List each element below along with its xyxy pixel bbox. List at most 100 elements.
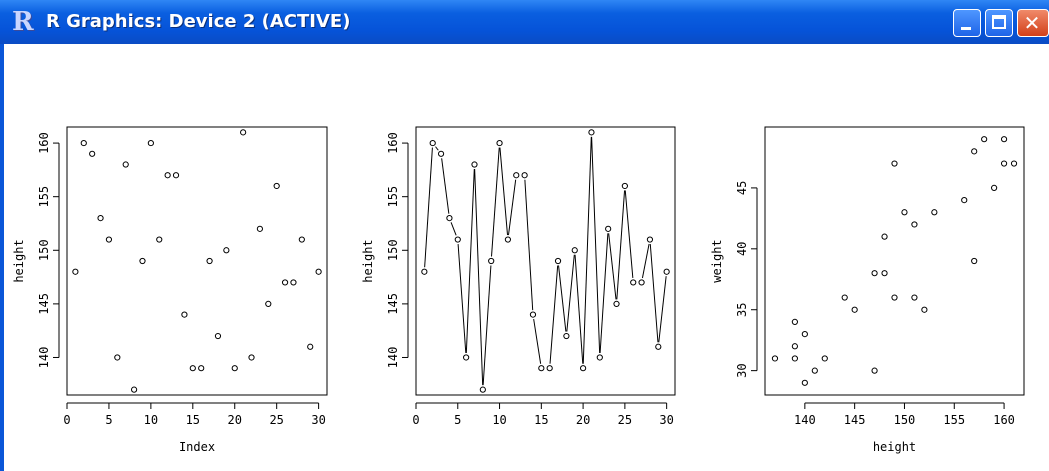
data-point	[97, 215, 104, 222]
data-point	[621, 182, 628, 190]
data-point	[513, 172, 520, 179]
data-point	[231, 365, 238, 372]
maximize-icon	[992, 15, 1006, 29]
data-point	[479, 386, 486, 393]
data-point	[596, 354, 603, 361]
data-point	[89, 150, 96, 157]
data-point	[1000, 136, 1008, 143]
y-tick-label: 150	[386, 239, 400, 261]
data-point	[429, 139, 436, 147]
y-tick-label: 30	[735, 363, 749, 377]
series-line-segment	[641, 243, 650, 279]
data-point	[105, 236, 113, 243]
x-tick-label: 30	[311, 413, 325, 427]
data-point	[961, 196, 968, 204]
x-tick-label: 15	[186, 413, 200, 427]
data-point	[496, 139, 503, 147]
title-bar[interactable]: R R Graphics: Device 2 (ACTIVE) ✕	[0, 0, 1049, 44]
plot-panel-1: 0 5 10 15 20 25 30 140 145 150 155 160 Index height	[12, 126, 328, 454]
data-point	[122, 161, 129, 168]
plot-panel-2: 0 5 10 15 20 25 30 140 145 150 155 160 height	[361, 126, 676, 427]
data-point	[891, 160, 898, 167]
data-point	[181, 311, 188, 318]
plot-frame	[415, 126, 676, 396]
data-point	[290, 279, 297, 286]
y-tick-label: 140	[386, 347, 400, 369]
data-point	[791, 318, 798, 326]
data-point	[871, 367, 878, 374]
r-logo-icon: R	[12, 7, 34, 37]
x-tick-label: 5	[454, 413, 461, 427]
y-axis-title: weight	[710, 239, 724, 282]
series-line-segment	[608, 233, 617, 300]
data-point	[811, 367, 818, 374]
maximize-button[interactable]	[985, 9, 1013, 37]
data-point	[265, 300, 272, 307]
data-point	[605, 225, 612, 232]
data-point	[801, 330, 808, 338]
data-point	[72, 268, 79, 275]
data-point	[851, 306, 858, 313]
data-point	[841, 294, 848, 301]
data-point	[147, 139, 154, 147]
data-point	[931, 209, 938, 216]
data-point	[791, 355, 798, 362]
y-tick-label: 35	[735, 303, 749, 317]
x-tick-label: 15	[534, 413, 548, 427]
plot-frame	[764, 126, 1025, 396]
series-line-segment	[424, 147, 433, 268]
x-tick-label: 25	[269, 413, 283, 427]
series-line-segment	[624, 190, 634, 278]
series-line-segment	[582, 136, 592, 364]
x-tick-label: 140	[794, 413, 816, 427]
window-title: R Graphics: Device 2 (ACTIVE)	[46, 11, 351, 32]
y-tick-label: 40	[735, 242, 749, 256]
window-border	[0, 44, 4, 471]
series-line-segment	[524, 179, 534, 311]
series-line-segment	[566, 254, 575, 332]
series-line-segment	[491, 147, 500, 257]
data-point	[315, 268, 322, 275]
data-point	[655, 343, 662, 350]
y-tick-label: 145	[386, 293, 400, 315]
data-point	[164, 172, 171, 179]
series-line-segment	[482, 265, 492, 386]
data-point	[771, 355, 779, 362]
x-tick-label: 20	[228, 413, 242, 427]
data-point	[901, 209, 908, 216]
x-tick-label: 10	[492, 413, 506, 427]
data-point	[579, 365, 587, 372]
data-point	[646, 236, 654, 243]
data-point	[521, 172, 528, 179]
close-button[interactable]: ✕	[1017, 9, 1049, 37]
series-line-segment	[450, 222, 457, 236]
data-point	[281, 279, 289, 286]
series-line-segment	[507, 179, 517, 236]
x-tick-label: 20	[576, 413, 590, 427]
series-line-segment	[574, 254, 584, 364]
data-point	[256, 225, 264, 232]
data-point	[198, 365, 205, 372]
data-point	[298, 236, 305, 243]
minimize-button[interactable]	[953, 9, 981, 37]
data-point	[156, 236, 163, 243]
data-point	[921, 306, 928, 313]
data-point	[421, 268, 428, 275]
y-tick-label: 155	[37, 186, 51, 208]
series-line-segment	[558, 265, 567, 332]
y-axis-title: height	[361, 239, 375, 282]
data-point	[821, 355, 828, 362]
series-line-segment	[616, 190, 626, 300]
series-line-segment	[658, 276, 667, 343]
data-point	[571, 247, 578, 254]
data-point	[911, 294, 918, 301]
data-point	[971, 257, 978, 265]
x-tick-label: 0	[63, 413, 70, 427]
data-point	[80, 139, 87, 147]
data-point	[437, 150, 445, 157]
data-point	[791, 343, 798, 350]
y-tick-label: 160	[386, 132, 400, 154]
data-point	[471, 161, 478, 168]
series-line-segment	[649, 244, 659, 343]
data-point	[971, 148, 978, 155]
